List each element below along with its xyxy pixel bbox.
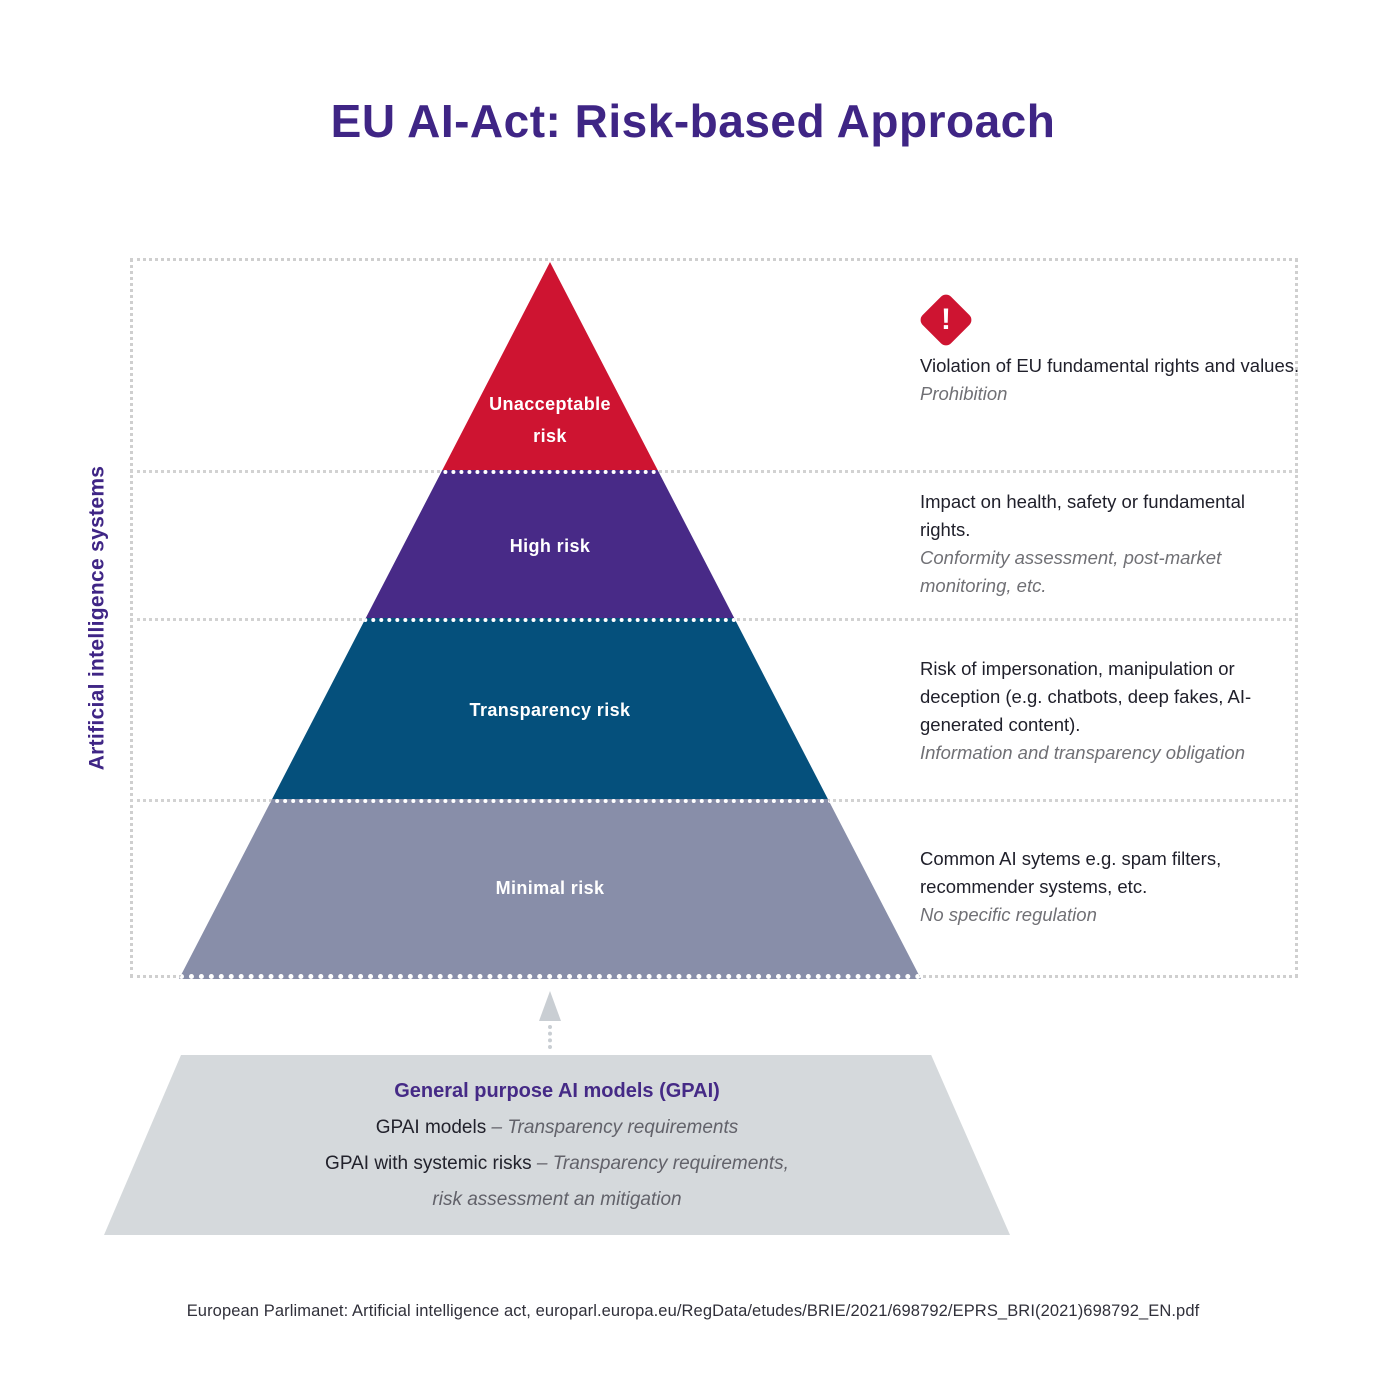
gpai-row-detail: – Transparency requirements bbox=[486, 1116, 739, 1138]
gpai-row-lead: GPAI models bbox=[375, 1116, 487, 1138]
up-arrow-dotted-tail bbox=[548, 1025, 552, 1049]
page-title: EU AI-Act: Risk-based Approach bbox=[330, 95, 1056, 147]
source-citation: European Parlimanet: Artificial intellig… bbox=[186, 1302, 1200, 1320]
gpai-row-continuation: risk assessment an mitigation bbox=[432, 1189, 681, 1211]
level-label: Unacceptable risk bbox=[489, 394, 611, 446]
gpai-row-systemic: GPAI with systemic risks – Transparency … bbox=[325, 1153, 789, 1175]
description-text: Impact on health, safety or fundamental … bbox=[920, 491, 1245, 540]
obligation-text: Prohibition bbox=[920, 383, 1008, 404]
level-label: Minimal risk bbox=[495, 878, 605, 898]
gpai-row-models: GPAI models – Transparency requirements bbox=[376, 1117, 739, 1139]
gpai-trapezoid: General purpose AI models (GPAI) GPAI mo… bbox=[104, 1055, 1010, 1235]
obligation-text: Conformity assessment, post-market monit… bbox=[920, 547, 1222, 596]
gpai-row-detail: – Transparency requirements, bbox=[531, 1152, 789, 1174]
gpai-row-detail: risk assessment an mitigation bbox=[432, 1188, 682, 1210]
pyramid-level-minimal-risk: Minimal risk bbox=[179, 799, 921, 979]
description-minimal-risk: Common AI sytems e.g. spam filters, reco… bbox=[920, 845, 1300, 929]
obligation-text: Information and transparency obligation bbox=[920, 742, 1245, 763]
level-label: Transparency risk bbox=[469, 700, 631, 720]
obligation-text: No specific regulation bbox=[920, 904, 1097, 925]
gpai-row-lead: GPAI with systemic risks bbox=[325, 1152, 532, 1174]
description-text: Common AI sytems e.g. spam filters, reco… bbox=[920, 848, 1222, 897]
level-label: High risk bbox=[509, 535, 591, 556]
exclamation-icon: ! bbox=[941, 303, 951, 336]
description-text: Violation of EU fundamental rights and v… bbox=[920, 355, 1300, 376]
gpai-title: General purpose AI models (GPAI) bbox=[394, 1079, 720, 1102]
level-separator-line bbox=[130, 470, 1298, 473]
description-high-risk: Impact on health, safety or fundamental … bbox=[920, 488, 1300, 600]
description-transparency-risk: Risk of impersonation, manipulation or d… bbox=[920, 655, 1300, 767]
y-axis-label-container: Artificial intelligence systems bbox=[58, 258, 136, 978]
description-text: Risk of impersonation, manipulation or d… bbox=[920, 658, 1252, 735]
up-arrow-icon bbox=[539, 991, 561, 1021]
description-unacceptable-risk: Violation of EU fundamental rights and v… bbox=[920, 352, 1300, 408]
y-axis-label: Artificial intelligence systems bbox=[85, 465, 108, 771]
